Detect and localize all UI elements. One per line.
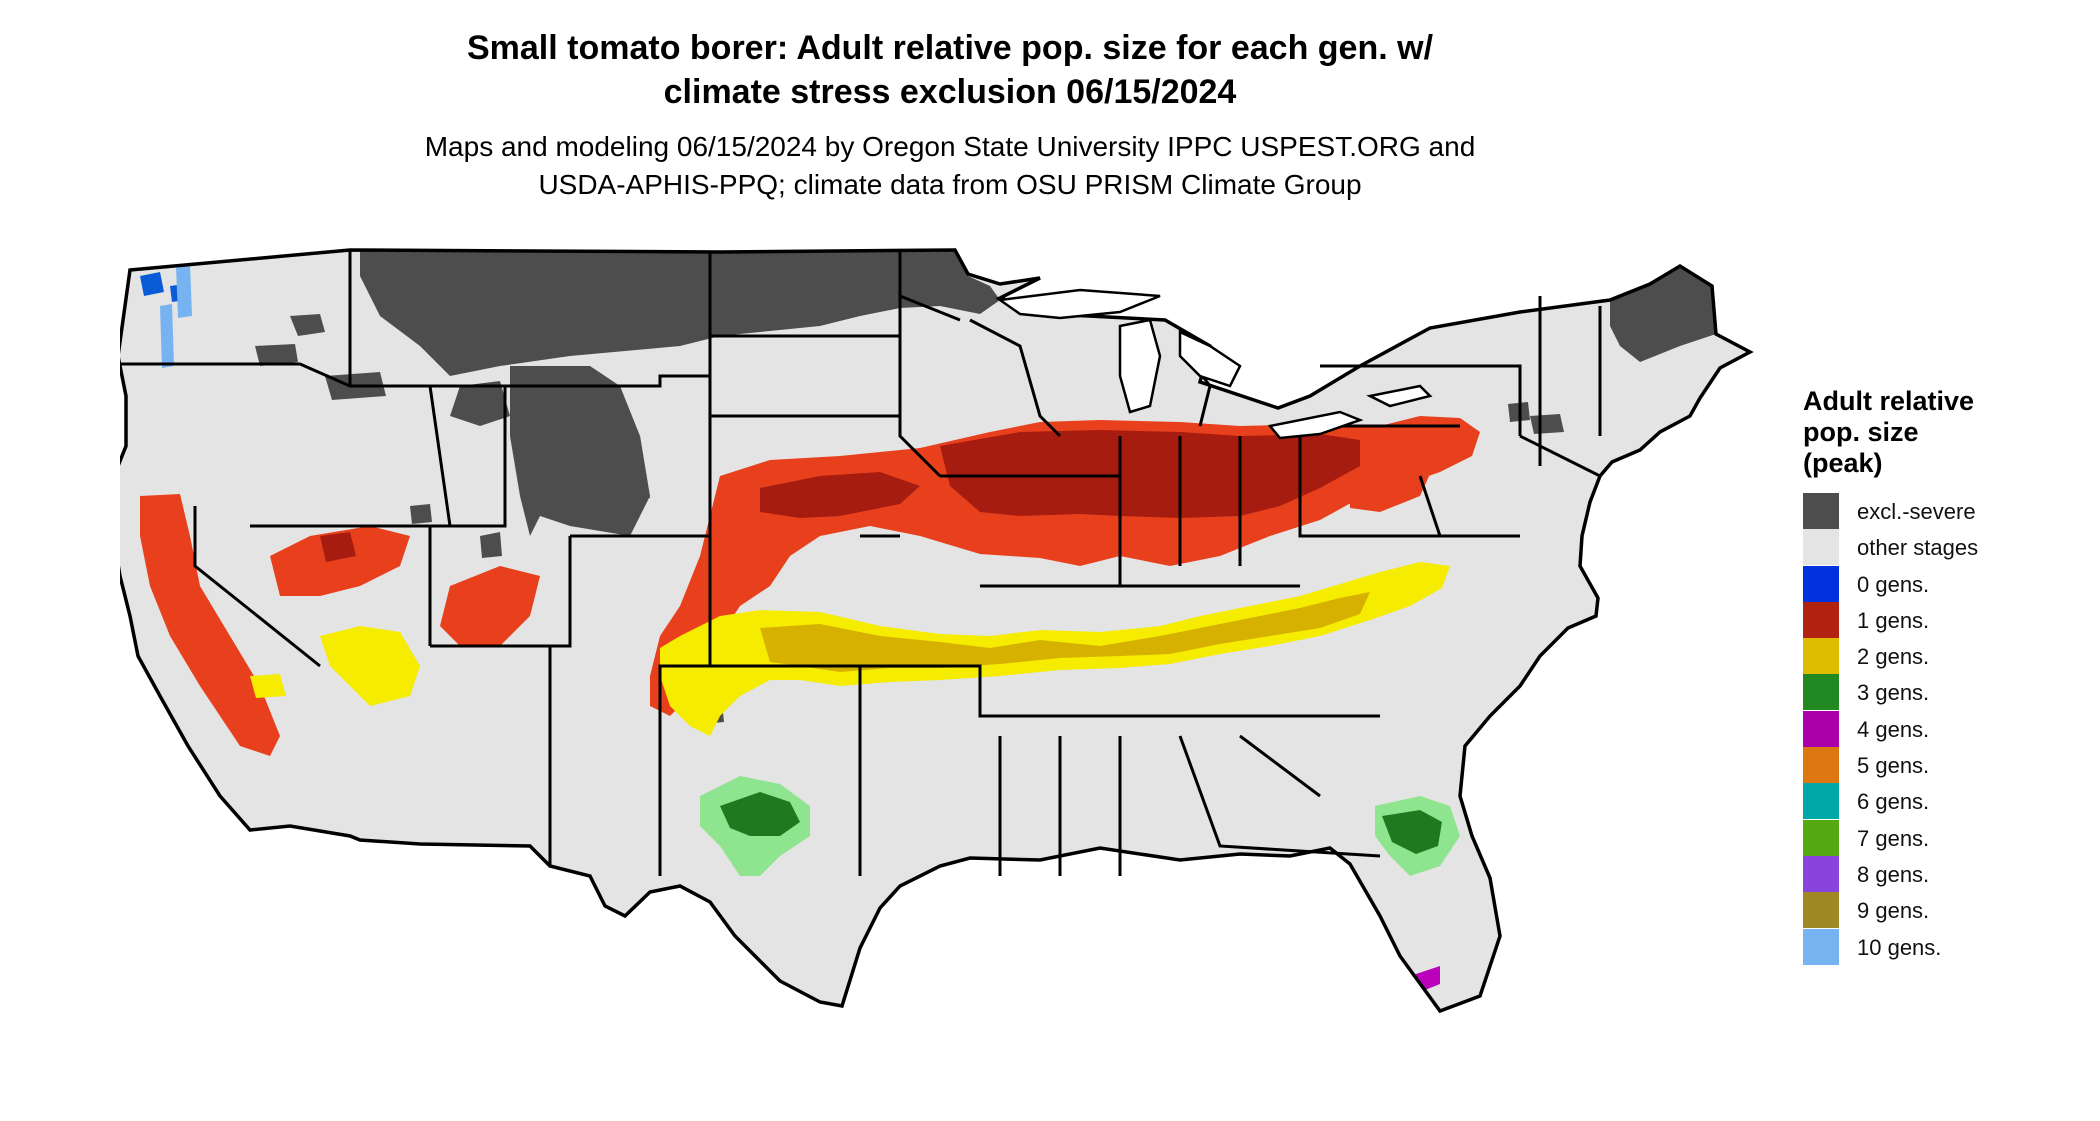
legend-swatch bbox=[1803, 638, 1839, 675]
legend-label: 7 gens. bbox=[1857, 825, 1930, 851]
legend-item: 5 gens. bbox=[1803, 747, 2093, 784]
legend-item: 0 gens. bbox=[1803, 565, 2093, 602]
legend-label: excl.-severe bbox=[1857, 499, 1976, 524]
legend-label: 8 gens. bbox=[1857, 861, 1930, 887]
legend-label: 2 gens. bbox=[1857, 644, 1930, 670]
legend-swatch bbox=[1803, 855, 1839, 892]
legend-item: 1 gens. bbox=[1803, 601, 2093, 638]
legend-swatch bbox=[1803, 928, 1839, 965]
ten-generation-zone bbox=[160, 264, 192, 368]
legend-label: 10 gens. bbox=[1857, 934, 1942, 960]
legend-item: 9 gens. bbox=[1803, 892, 2093, 929]
legend-title-line-3: (peak) bbox=[1803, 448, 1883, 478]
map-title-line-1: Small tomato borer: Adult relative pop. … bbox=[466, 29, 1434, 67]
legend-items: excl.-severe other stages 0 gens. 1 gens. 2 … bbox=[1803, 493, 2093, 965]
three-generation-zone bbox=[700, 776, 1460, 876]
legend-label: 1 gens. bbox=[1857, 607, 1930, 633]
legend-item: 3 gens. bbox=[1803, 674, 2093, 711]
legend-swatch bbox=[1803, 710, 1839, 747]
great-lakes bbox=[996, 288, 1433, 440]
four-generation-zone bbox=[1350, 966, 1440, 1008]
legend-item: other stages bbox=[1803, 529, 2093, 566]
legend-label: 9 gens. bbox=[1857, 898, 1930, 924]
legend-swatch bbox=[1803, 674, 1839, 711]
legend-swatch bbox=[1803, 601, 1839, 638]
legend: Adult relative pop. size (peak) excl.-se… bbox=[1803, 386, 2093, 965]
legend-title: Adult relative pop. size (peak) bbox=[1803, 386, 2093, 479]
legend-swatch bbox=[1803, 747, 1839, 784]
legend-item: excl.-severe bbox=[1803, 493, 2093, 529]
us-map bbox=[108, 236, 1770, 1116]
legend-item: 6 gens. bbox=[1803, 783, 2093, 820]
two-generation-zone bbox=[250, 562, 1450, 736]
map-subtitle: Maps and modeling 06/15/2024 by Oregon S… bbox=[0, 128, 1900, 204]
legend-label: 3 gens. bbox=[1857, 680, 1930, 706]
legend-label: 5 gens. bbox=[1857, 753, 1930, 779]
map-subtitle-line-1: Maps and modeling 06/15/2024 by Oregon S… bbox=[424, 131, 1476, 162]
us-map-svg bbox=[108, 248, 1754, 1014]
legend-item: 10 gens. bbox=[1803, 928, 2093, 965]
legend-swatch bbox=[1803, 565, 1839, 602]
legend-title-line-1: Adult relative bbox=[1803, 386, 1975, 416]
legend-swatch bbox=[1803, 529, 1839, 566]
legend-label: 4 gens. bbox=[1857, 716, 1930, 742]
one-generation-zone bbox=[140, 416, 1480, 756]
legend-label: 0 gens. bbox=[1857, 571, 1930, 597]
state-boundaries bbox=[120, 250, 1602, 876]
map-title-line-2: climate stress exclusion 06/15/2024 bbox=[663, 73, 1237, 111]
legend-item: 2 gens. bbox=[1803, 638, 2093, 675]
us-outline bbox=[108, 248, 1754, 1014]
legend-title-line-2: pop. size bbox=[1803, 417, 1919, 447]
legend-swatch bbox=[1803, 493, 1839, 529]
legend-item: 8 gens. bbox=[1803, 855, 2093, 892]
legend-swatch bbox=[1803, 892, 1839, 929]
legend-swatch bbox=[1803, 783, 1839, 820]
legend-swatch bbox=[1803, 819, 1839, 856]
legend-label: other stages bbox=[1857, 535, 1979, 561]
legend-item: 7 gens. bbox=[1803, 819, 2093, 856]
map-title: Small tomato borer: Adult relative pop. … bbox=[0, 26, 1900, 114]
map-subtitle-line-2: USDA-APHIS-PPQ; climate data from OSU PR… bbox=[538, 169, 1362, 200]
legend-label: 6 gens. bbox=[1857, 789, 1930, 815]
legend-item: 4 gens. bbox=[1803, 710, 2093, 747]
